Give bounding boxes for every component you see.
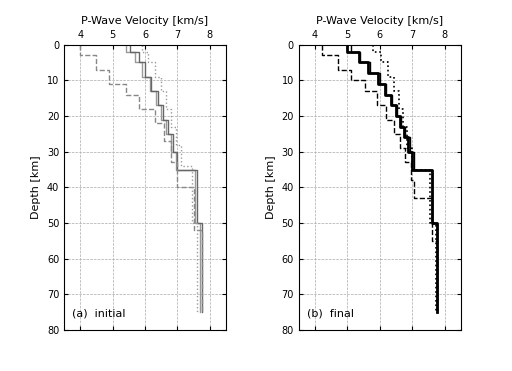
X-axis label: P-Wave Velocity [km/s]: P-Wave Velocity [km/s] [316,16,443,26]
Text: (a)  initial: (a) initial [72,309,125,319]
Y-axis label: Depth [km]: Depth [km] [31,155,41,219]
X-axis label: P-Wave Velocity [km/s]: P-Wave Velocity [km/s] [81,16,208,26]
Y-axis label: Depth [km]: Depth [km] [266,155,276,219]
Text: (b)  final: (b) final [307,309,354,319]
